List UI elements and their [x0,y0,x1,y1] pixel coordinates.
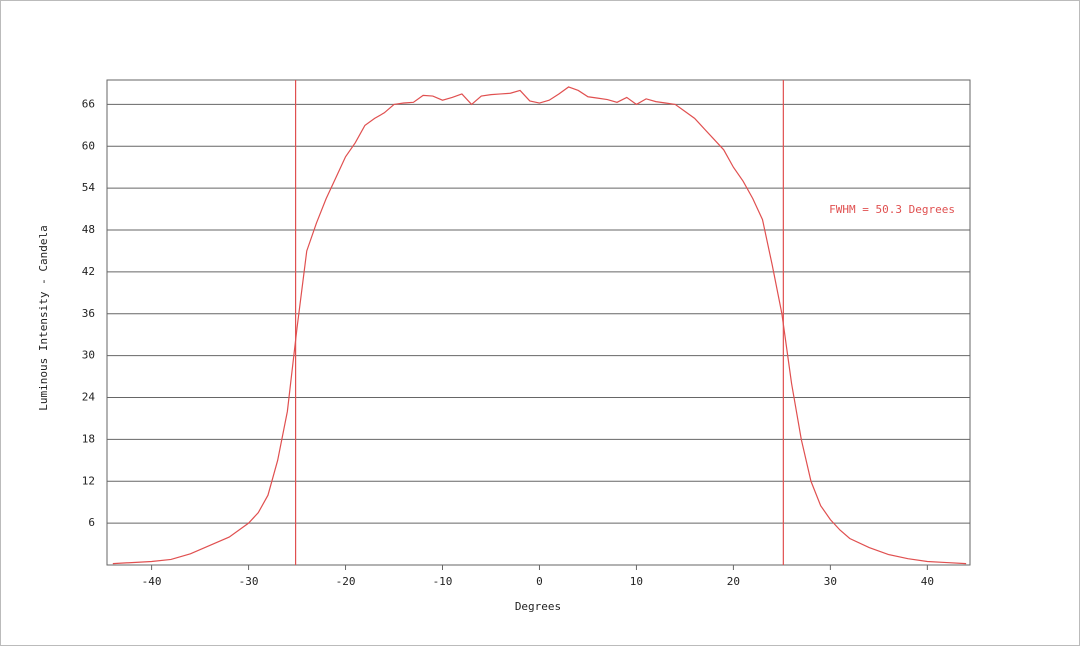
x-tick-label: 40 [921,575,934,588]
y-tick-label: 6 [88,516,95,529]
y-tick-label: 24 [82,391,96,404]
x-tick-label: -40 [142,575,162,588]
x-tick-label: 30 [824,575,837,588]
x-tick-label: 20 [727,575,740,588]
y-tick-label: 42 [82,265,95,278]
x-axis-label: Degrees [515,600,561,613]
line [112,86,967,565]
x-tick-label: 10 [630,575,643,588]
y-tick-label: 48 [82,223,95,236]
x-tick-label: 0 [536,575,543,588]
x-tick-label: -10 [433,575,453,588]
y-tick-label: 12 [82,474,95,487]
y-tick-label: 54 [82,181,96,194]
y-tick-label: 60 [82,139,95,152]
annotation: FWHM = 50.3 Degrees [829,203,955,216]
y-tick-label: 18 [82,432,95,445]
y-tick-label: 30 [82,349,95,362]
x-tick-label: -20 [336,575,356,588]
y-tick-label: 66 [82,97,95,110]
plot-border [106,79,971,566]
x-tick-label: -30 [239,575,259,588]
y-axis-label: Luminous Intensity - Candela [37,225,50,410]
y-tick-label: 36 [82,307,95,320]
